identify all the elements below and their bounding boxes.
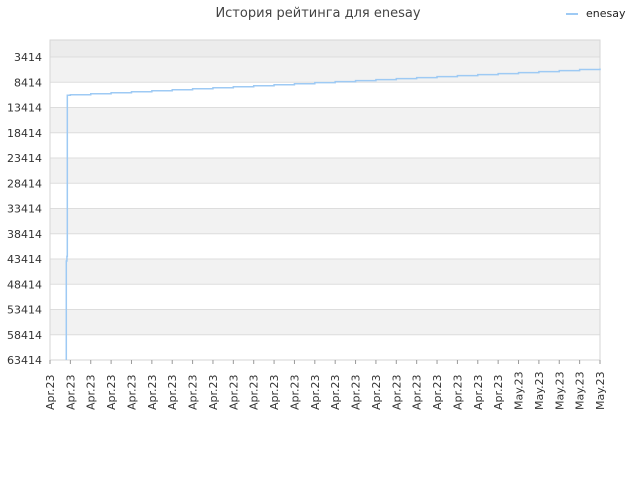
x-tick-label: Apr.23	[370, 374, 383, 410]
x-tick-label: Apr.23	[268, 374, 281, 410]
y-tick-label: 8414	[14, 76, 42, 89]
plot-band	[50, 57, 600, 83]
legend: enesay	[566, 7, 626, 20]
chart-title: История рейтинга для enesay	[215, 6, 420, 21]
x-tick-label: Apr.23	[329, 374, 342, 410]
y-tick-label: 33414	[7, 203, 42, 216]
x-tick-label: May.23	[594, 371, 607, 410]
plot-band	[50, 107, 600, 133]
x-tick-label: May.23	[574, 371, 587, 410]
y-tick-label: 63414	[7, 354, 42, 367]
y-tick-label: 13414	[7, 102, 42, 115]
x-tick-label: Apr.23	[288, 374, 301, 410]
plot-band	[50, 233, 600, 259]
y-tick-label: 28414	[7, 177, 42, 190]
x-tick-label: May.23	[553, 371, 566, 410]
x-tick-label: Apr.23	[166, 374, 179, 410]
plot-band	[50, 82, 600, 108]
plot-band	[50, 259, 600, 285]
x-tick-label: Apr.23	[248, 374, 261, 410]
plot-band-top	[50, 40, 600, 57]
plot-band	[50, 132, 600, 158]
plot-border	[49, 39, 601, 361]
y-tick-label: 38414	[7, 228, 42, 241]
plot-band	[50, 208, 600, 234]
y-tick-label: 53414	[7, 304, 42, 317]
plot-band	[50, 284, 600, 310]
x-tick-label: Apr.23	[64, 374, 77, 410]
x-tick-label: Apr.23	[451, 374, 464, 410]
x-tick-label: May.23	[533, 371, 546, 410]
x-tick-label: Apr.23	[105, 374, 118, 410]
x-tick-label: Apr.23	[411, 374, 424, 410]
x-axis-ticks: Apr.23 Apr.23 Apr.23 Apr.23 Apr.23 Apr.23 Apr.…	[44, 360, 607, 410]
x-tick-label: May.23	[513, 371, 526, 410]
series-line-enesay	[65, 68, 601, 360]
x-tick-label: Apr.23	[85, 374, 98, 410]
x-tick-label: Apr.23	[44, 374, 57, 410]
plot-band	[50, 309, 600, 335]
y-tick-label: 43414	[7, 253, 42, 266]
x-tick-label: Apr.23	[431, 374, 444, 410]
x-tick-label: Apr.23	[125, 374, 138, 410]
y-axis-ticks: 3414 8414 13414 18414 23414 28414 33414 38414 43…	[7, 51, 42, 367]
x-tick-label: Apr.23	[309, 374, 322, 410]
series-layer	[65, 68, 601, 360]
x-tick-label: Apr.23	[187, 374, 200, 410]
plot-bands	[50, 40, 600, 360]
x-tick-label: Apr.23	[472, 374, 485, 410]
plot-frame	[49, 39, 601, 361]
x-tick-label: Apr.23	[492, 374, 505, 410]
x-tick-label: Apr.23	[146, 374, 159, 410]
y-tick-label: 48414	[7, 278, 42, 291]
y-tick-label: 58414	[7, 329, 42, 342]
y-tick-label: 23414	[7, 152, 42, 165]
y-tick-label: 18414	[7, 127, 42, 140]
plot-band	[50, 334, 600, 360]
legend-label-enesay: enesay	[586, 7, 626, 20]
x-tick-label: Apr.23	[350, 374, 363, 410]
y-tick-label: 3414	[14, 51, 42, 64]
x-tick-label: Apr.23	[227, 374, 240, 410]
x-tick-label: Apr.23	[390, 374, 403, 410]
plot-band	[50, 158, 600, 184]
plot-band	[50, 183, 600, 209]
x-tick-label: Apr.23	[207, 374, 220, 410]
